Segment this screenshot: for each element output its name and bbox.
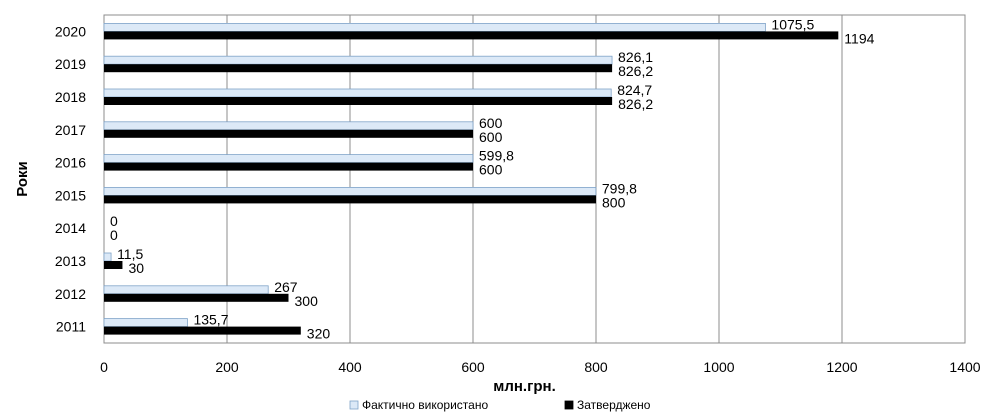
y-tick-label: 2019: [55, 56, 86, 72]
x-tick-label: 0: [100, 359, 108, 375]
bar-approved-2018: [104, 97, 613, 105]
plot-area: [103, 14, 966, 344]
data-label-approved-2018: 826,2: [618, 96, 653, 112]
data-labels: 1075,51194826,1826,2824,7826,2600600599,…: [110, 16, 875, 341]
x-axis-tick-labels: 0 200 400 600 800 1000 1200 1400: [100, 359, 981, 375]
data-label-approved-2014: 0: [110, 227, 118, 243]
x-tick-label: 400: [338, 359, 362, 375]
data-label-actual-2012: 267: [274, 279, 298, 295]
bar-actual-2019: [103, 55, 613, 65]
bar-approved-2013: [104, 261, 123, 269]
bar-actual-2020: [103, 22, 766, 32]
x-tick-label: 200: [215, 359, 239, 375]
bar-approved-2016: [104, 162, 473, 171]
y-tick-label: 2011: [56, 319, 86, 335]
bar-actual-2012: [103, 285, 269, 295]
data-label-actual-2014: 0: [110, 213, 118, 229]
bar-actual-2017: [103, 121, 474, 131]
bar-approved-2020: [104, 31, 839, 40]
data-label-approved-2011: 320: [307, 326, 331, 342]
bar-approved-2015: [104, 195, 596, 204]
bar-actual-2013: [103, 252, 112, 262]
bars: [103, 22, 839, 335]
legend-label: Фактично використано: [362, 398, 488, 412]
data-label-actual-2017: 600: [479, 115, 503, 131]
legend-swatch: [564, 400, 574, 410]
y-tick-label: 2020: [55, 23, 86, 39]
x-tick-label: 600: [461, 359, 485, 375]
legend-swatch: [349, 400, 359, 410]
y-tick-label: 2012: [55, 286, 86, 302]
data-label-actual-2016: 599,8: [479, 148, 514, 164]
y-tick-label: 2013: [55, 253, 86, 269]
x-tick-label: 800: [584, 359, 608, 375]
y-tick-label: 2015: [55, 187, 86, 203]
legend-label: Затверджено: [577, 398, 651, 412]
bar-actual-2015: [103, 186, 597, 196]
bar-actual-2011: [103, 318, 188, 328]
bar-approved-2017: [104, 129, 473, 138]
x-axis-title: млн.грн.: [493, 378, 556, 395]
y-tick-label: 2017: [55, 122, 86, 138]
data-label-approved-2017: 600: [479, 129, 503, 145]
data-label-actual-2013: 11,5: [117, 246, 143, 262]
y-axis-title: Роки: [14, 161, 31, 197]
data-label-approved-2016: 600: [479, 162, 503, 178]
x-tick-label: 1400: [949, 359, 980, 375]
data-label-approved-2012: 300: [295, 293, 319, 309]
data-label-actual-2018: 824,7: [617, 82, 652, 98]
data-label-approved-2015: 800: [602, 194, 626, 210]
bar-approved-2019: [104, 64, 613, 73]
x-tick-label: 1200: [826, 359, 857, 375]
data-label-approved-2013: 30: [128, 260, 144, 276]
bar-actual-2018: [103, 88, 612, 98]
y-tick-label: 2018: [55, 89, 86, 105]
bar-approved-2012: [104, 293, 289, 302]
y-tick-label: 2014: [55, 220, 86, 236]
y-axis-tick-labels: 2020 2019 2018 2017 2016 2015 2014 2013 2012 2011: [55, 23, 86, 334]
data-label-actual-2019: 826,1: [618, 49, 653, 65]
x-tick-label: 1000: [703, 359, 734, 375]
data-label-approved-2020: 1194: [844, 30, 874, 46]
data-label-actual-2011: 135,7: [193, 312, 228, 328]
bar-actual-2016: [103, 154, 474, 164]
data-label-actual-2020: 1075,5: [771, 16, 814, 32]
legend: Фактично використано Затверджено: [349, 398, 651, 412]
data-label-actual-2015: 799,8: [602, 180, 637, 196]
y-tick-label: 2016: [55, 155, 86, 171]
bar-approved-2011: [104, 326, 301, 335]
data-label-approved-2019: 826,2: [618, 63, 653, 79]
